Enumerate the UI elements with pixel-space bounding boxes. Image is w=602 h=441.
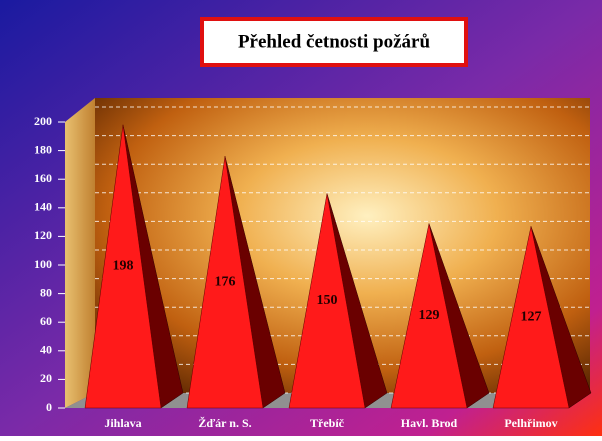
pyramid	[492, 226, 570, 409]
x-tick-label: Třebíč	[310, 416, 345, 430]
x-tick-label: Havl. Brod	[401, 416, 458, 430]
y-tick-label: 200	[34, 114, 52, 128]
pyramid	[186, 156, 264, 409]
y-tick-label: 80	[40, 285, 52, 299]
y-tick-label: 100	[34, 257, 52, 271]
pyramid	[390, 223, 468, 409]
title-box	[200, 17, 468, 67]
data-label: 129	[419, 308, 440, 323]
y-tick-label: 0	[46, 400, 52, 414]
x-tick-label: Žďár n. S.	[198, 416, 251, 430]
y-tick-label: 20	[40, 371, 52, 385]
pyramid	[288, 193, 366, 409]
y-tick-label: 160	[34, 171, 52, 185]
y-tick-label: 140	[34, 200, 52, 214]
data-label: 150	[317, 293, 338, 308]
chart-title: Přehled četnosti požárů	[238, 31, 431, 52]
data-label: 127	[521, 309, 542, 324]
x-tick-label: Pelhřimov	[504, 416, 557, 430]
x-tick-label: Jihlava	[104, 416, 141, 430]
y-tick-label: 120	[34, 228, 52, 242]
data-label: 198	[113, 259, 134, 274]
y-tick-label: 40	[40, 343, 52, 357]
y-tick-label: 180	[34, 142, 52, 156]
pyramid	[84, 124, 162, 409]
data-label: 176	[215, 274, 236, 289]
y-tick-label: 60	[40, 314, 52, 328]
side-wall	[65, 98, 95, 408]
